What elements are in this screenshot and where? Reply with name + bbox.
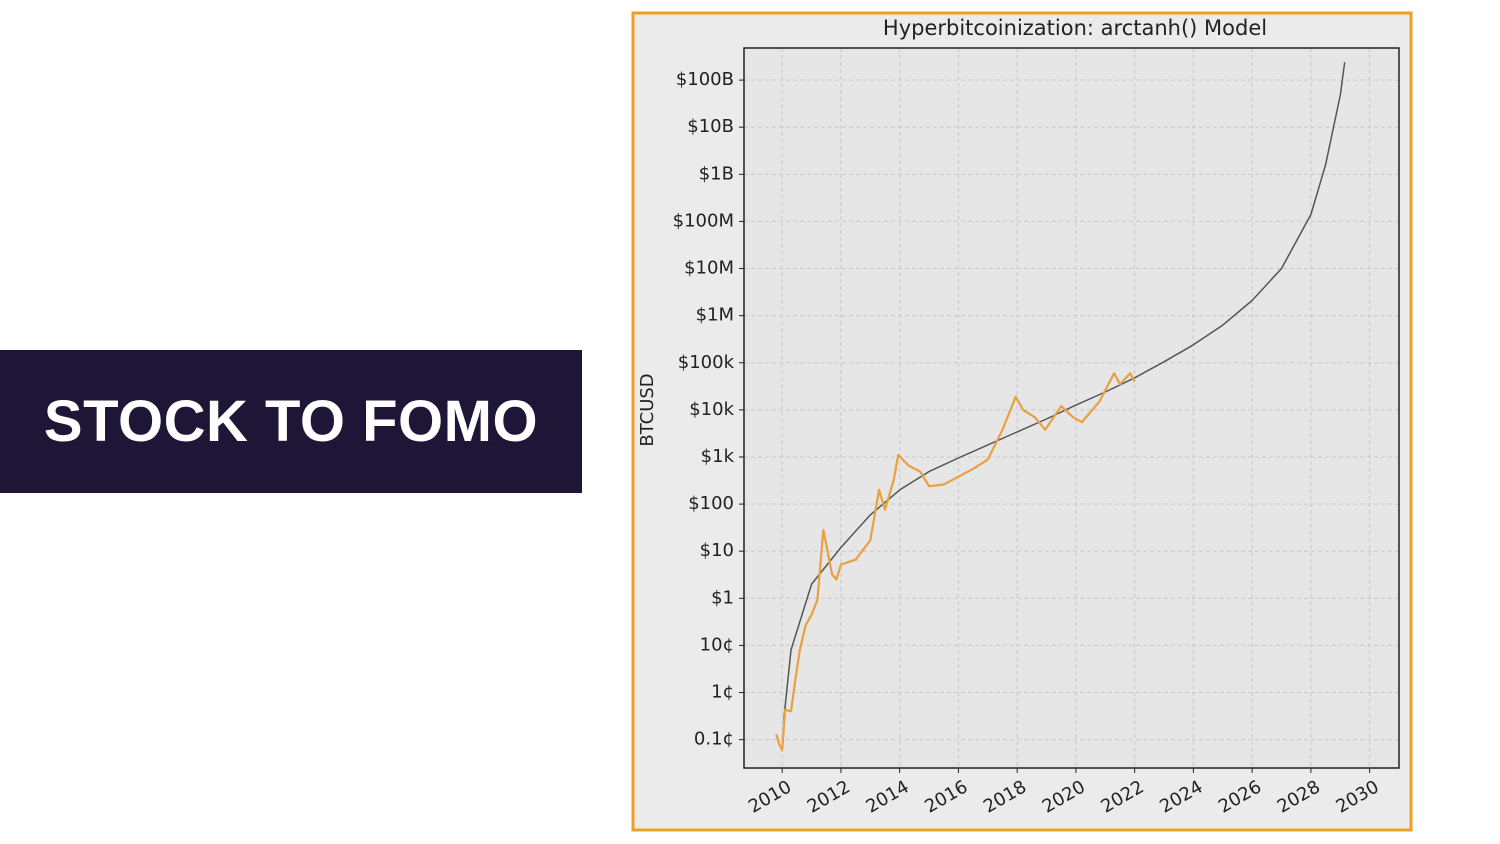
y-tick-label: $100M (673, 210, 734, 231)
y-tick-label: $1 (711, 587, 734, 608)
y-tick-label: $10 (700, 540, 734, 561)
y-tick-label: $100B (676, 69, 734, 90)
heading-banner: STOCK TO FOMO (0, 350, 582, 493)
y-tick-label: $1B (699, 163, 734, 184)
y-tick-label: 0.1¢ (694, 729, 734, 750)
y-tick-label: 1¢ (711, 682, 734, 703)
y-tick-label: $10k (689, 399, 734, 420)
y-tick-label: $100k (678, 352, 735, 373)
y-tick-label: 10¢ (700, 634, 734, 655)
y-tick-label: $10B (687, 116, 734, 137)
heading: STOCK TO FOMO (43, 389, 539, 454)
grid (744, 48, 1399, 768)
series-line (775, 372, 1136, 752)
y-tick-label: $10M (684, 258, 734, 279)
y-tick-label: $100 (688, 493, 734, 514)
y-axis-label: BTCUSD (637, 373, 658, 446)
lines (775, 62, 1346, 752)
y-tick-label: $1M (696, 305, 734, 326)
series-line (782, 62, 1346, 721)
chart-title: Hyperbitcoinization: arctanh() Model (883, 16, 1267, 40)
y-tick-label: $1k (701, 446, 735, 467)
plot-border (743, 47, 1400, 769)
